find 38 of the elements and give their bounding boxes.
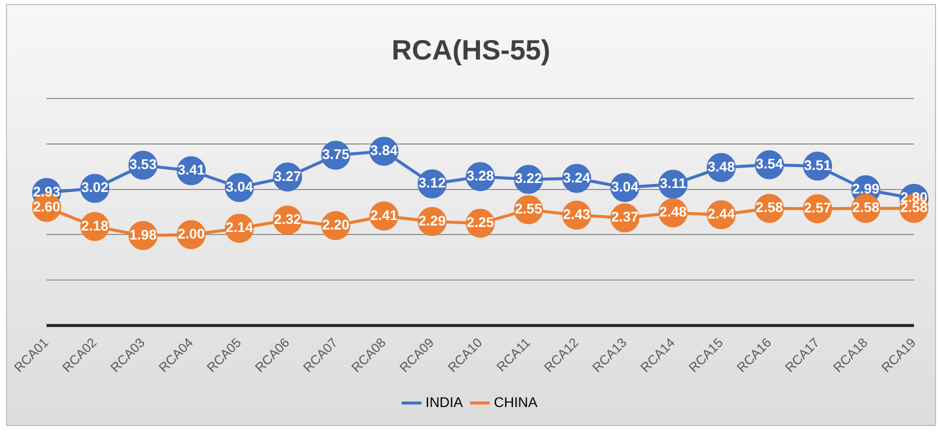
legend-label: CHINA	[494, 394, 538, 410]
data-label: 2.44	[708, 206, 736, 222]
data-label: 3.75	[322, 146, 350, 162]
data-label: 3.22	[514, 170, 542, 186]
data-label: 3.51	[804, 157, 832, 174]
data-label: 2.32	[274, 210, 302, 227]
data-label: 2.48	[659, 204, 687, 220]
data-label: 2.29	[418, 212, 446, 228]
data-label: 2.99	[852, 180, 880, 197]
data-label: 2.18	[81, 217, 109, 234]
data-label: 3.12	[418, 174, 446, 191]
data-label: 3.28	[466, 167, 494, 184]
data-label: 2.00	[178, 226, 206, 242]
data-label: 3.48	[708, 158, 736, 174]
data-label: 2.57	[804, 200, 832, 216]
data-label: 2.41	[370, 206, 398, 223]
data-label: 3.04	[611, 178, 639, 194]
data-label: 3.27	[274, 168, 302, 184]
data-label: 2.20	[322, 216, 350, 232]
data-label: 2.14	[226, 219, 254, 236]
data-label: 1.98	[129, 226, 157, 242]
data-label: 2.25	[466, 214, 494, 230]
legend-label: INDIA	[426, 394, 464, 410]
data-label: 3.54	[756, 156, 784, 172]
data-label: 2.60	[33, 198, 60, 214]
data-label: 2.58	[852, 199, 880, 216]
data-label: 3.53	[129, 156, 157, 172]
data-label: 2.55	[514, 200, 542, 217]
data-label: 3.41	[178, 162, 206, 178]
data-label: 2.58	[756, 199, 784, 216]
data-label: 3.84	[370, 142, 398, 158]
chart-title: RCA(HS-55)	[392, 34, 550, 66]
data-label: 3.02	[81, 179, 109, 196]
data-label: 3.24	[563, 169, 591, 186]
data-label: 3.04	[226, 178, 254, 194]
data-label: 3.11	[660, 175, 686, 192]
data-label: 2.43	[563, 206, 591, 222]
data-label: 2.37	[611, 208, 639, 225]
